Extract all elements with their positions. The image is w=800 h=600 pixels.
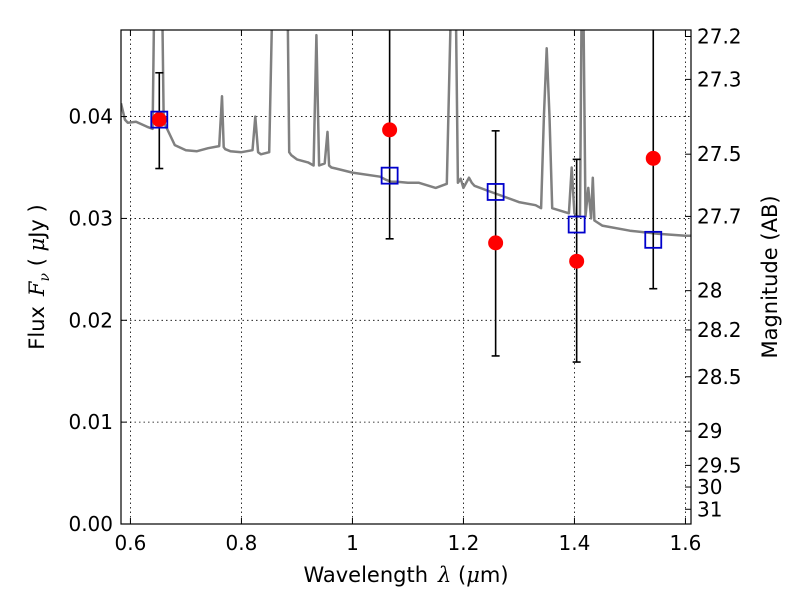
model-photometry-point	[644, 230, 663, 249]
model-photometry-point	[486, 183, 505, 201]
x-axis-label-unit-open: (	[451, 563, 466, 587]
y-axis-label-unit-rest: Jy )	[25, 204, 49, 240]
y-axis-label-unit-open: (	[25, 251, 49, 273]
y-axis-label-subscript: ν	[37, 272, 53, 281]
right-tick-label: 31	[697, 497, 722, 521]
y-axis-label-text: Flux	[25, 306, 49, 350]
x-tick-label: 0.6	[115, 531, 147, 555]
right-tick-label: 28.2	[697, 318, 742, 342]
y-tick-label: 0.01	[68, 410, 113, 434]
x-axis-label: Wavelength λ (μm)	[303, 563, 508, 587]
grid	[121, 30, 691, 525]
y-tick-label: 0.04	[68, 105, 113, 129]
right-tick-label: 28.5	[697, 365, 742, 389]
right-tick-label: 29	[697, 419, 722, 443]
x-axis-label-unit-rest: m)	[480, 563, 509, 587]
y-tick-label: 0.02	[68, 308, 113, 332]
observed-point	[569, 253, 585, 269]
right-tick-label: 27.7	[697, 204, 742, 228]
x-axis-label-symbol: λ	[437, 563, 451, 587]
y-tick-label: 0.00	[68, 512, 113, 536]
y-axis-label-unit-mu: μ	[25, 238, 49, 252]
right-tick-label: 27.3	[697, 67, 742, 91]
model-photometry-point	[567, 215, 586, 234]
y-tick-label: 0.03	[68, 206, 113, 230]
observed-point	[382, 122, 398, 138]
x-tick-label: 1.4	[559, 531, 591, 555]
right-tick-label: 29.5	[697, 453, 742, 477]
x-axis-label-text: Wavelength	[303, 563, 428, 587]
model-photometry-point	[380, 166, 399, 185]
x-tick-label: 1	[346, 531, 359, 555]
marker-layer	[150, 110, 663, 269]
observed-point	[151, 112, 167, 128]
spectrum-line	[121, 30, 691, 237]
model-photometry-point	[150, 110, 169, 129]
ticks: 0.6 0.8 1 1.2 1.4 1.6 0.00 0.01 0.02 0.03 0.04 27.2…	[68, 24, 741, 555]
right-tick-label: 27.2	[697, 24, 742, 48]
right-tick-label: 27.5	[697, 142, 742, 166]
plot-frame	[120, 29, 692, 525]
observed-point	[488, 235, 504, 251]
x-tick-label: 1.2	[448, 531, 480, 555]
spectrum-layer	[121, 30, 691, 237]
x-tick-label: 1.6	[670, 531, 702, 555]
y-axis-label: Flux Fν ( μJy )	[25, 204, 53, 349]
right-tick-label: 28	[697, 279, 722, 303]
right-axis-label: Magnitude (AB)	[758, 195, 782, 358]
right-tick-label: 30	[697, 475, 722, 499]
y-axis-label-symbol: F	[25, 280, 49, 297]
x-tick-label: 0.8	[226, 531, 258, 555]
x-axis-label-unit-mu: μ	[466, 563, 480, 587]
observed-point	[645, 150, 661, 166]
